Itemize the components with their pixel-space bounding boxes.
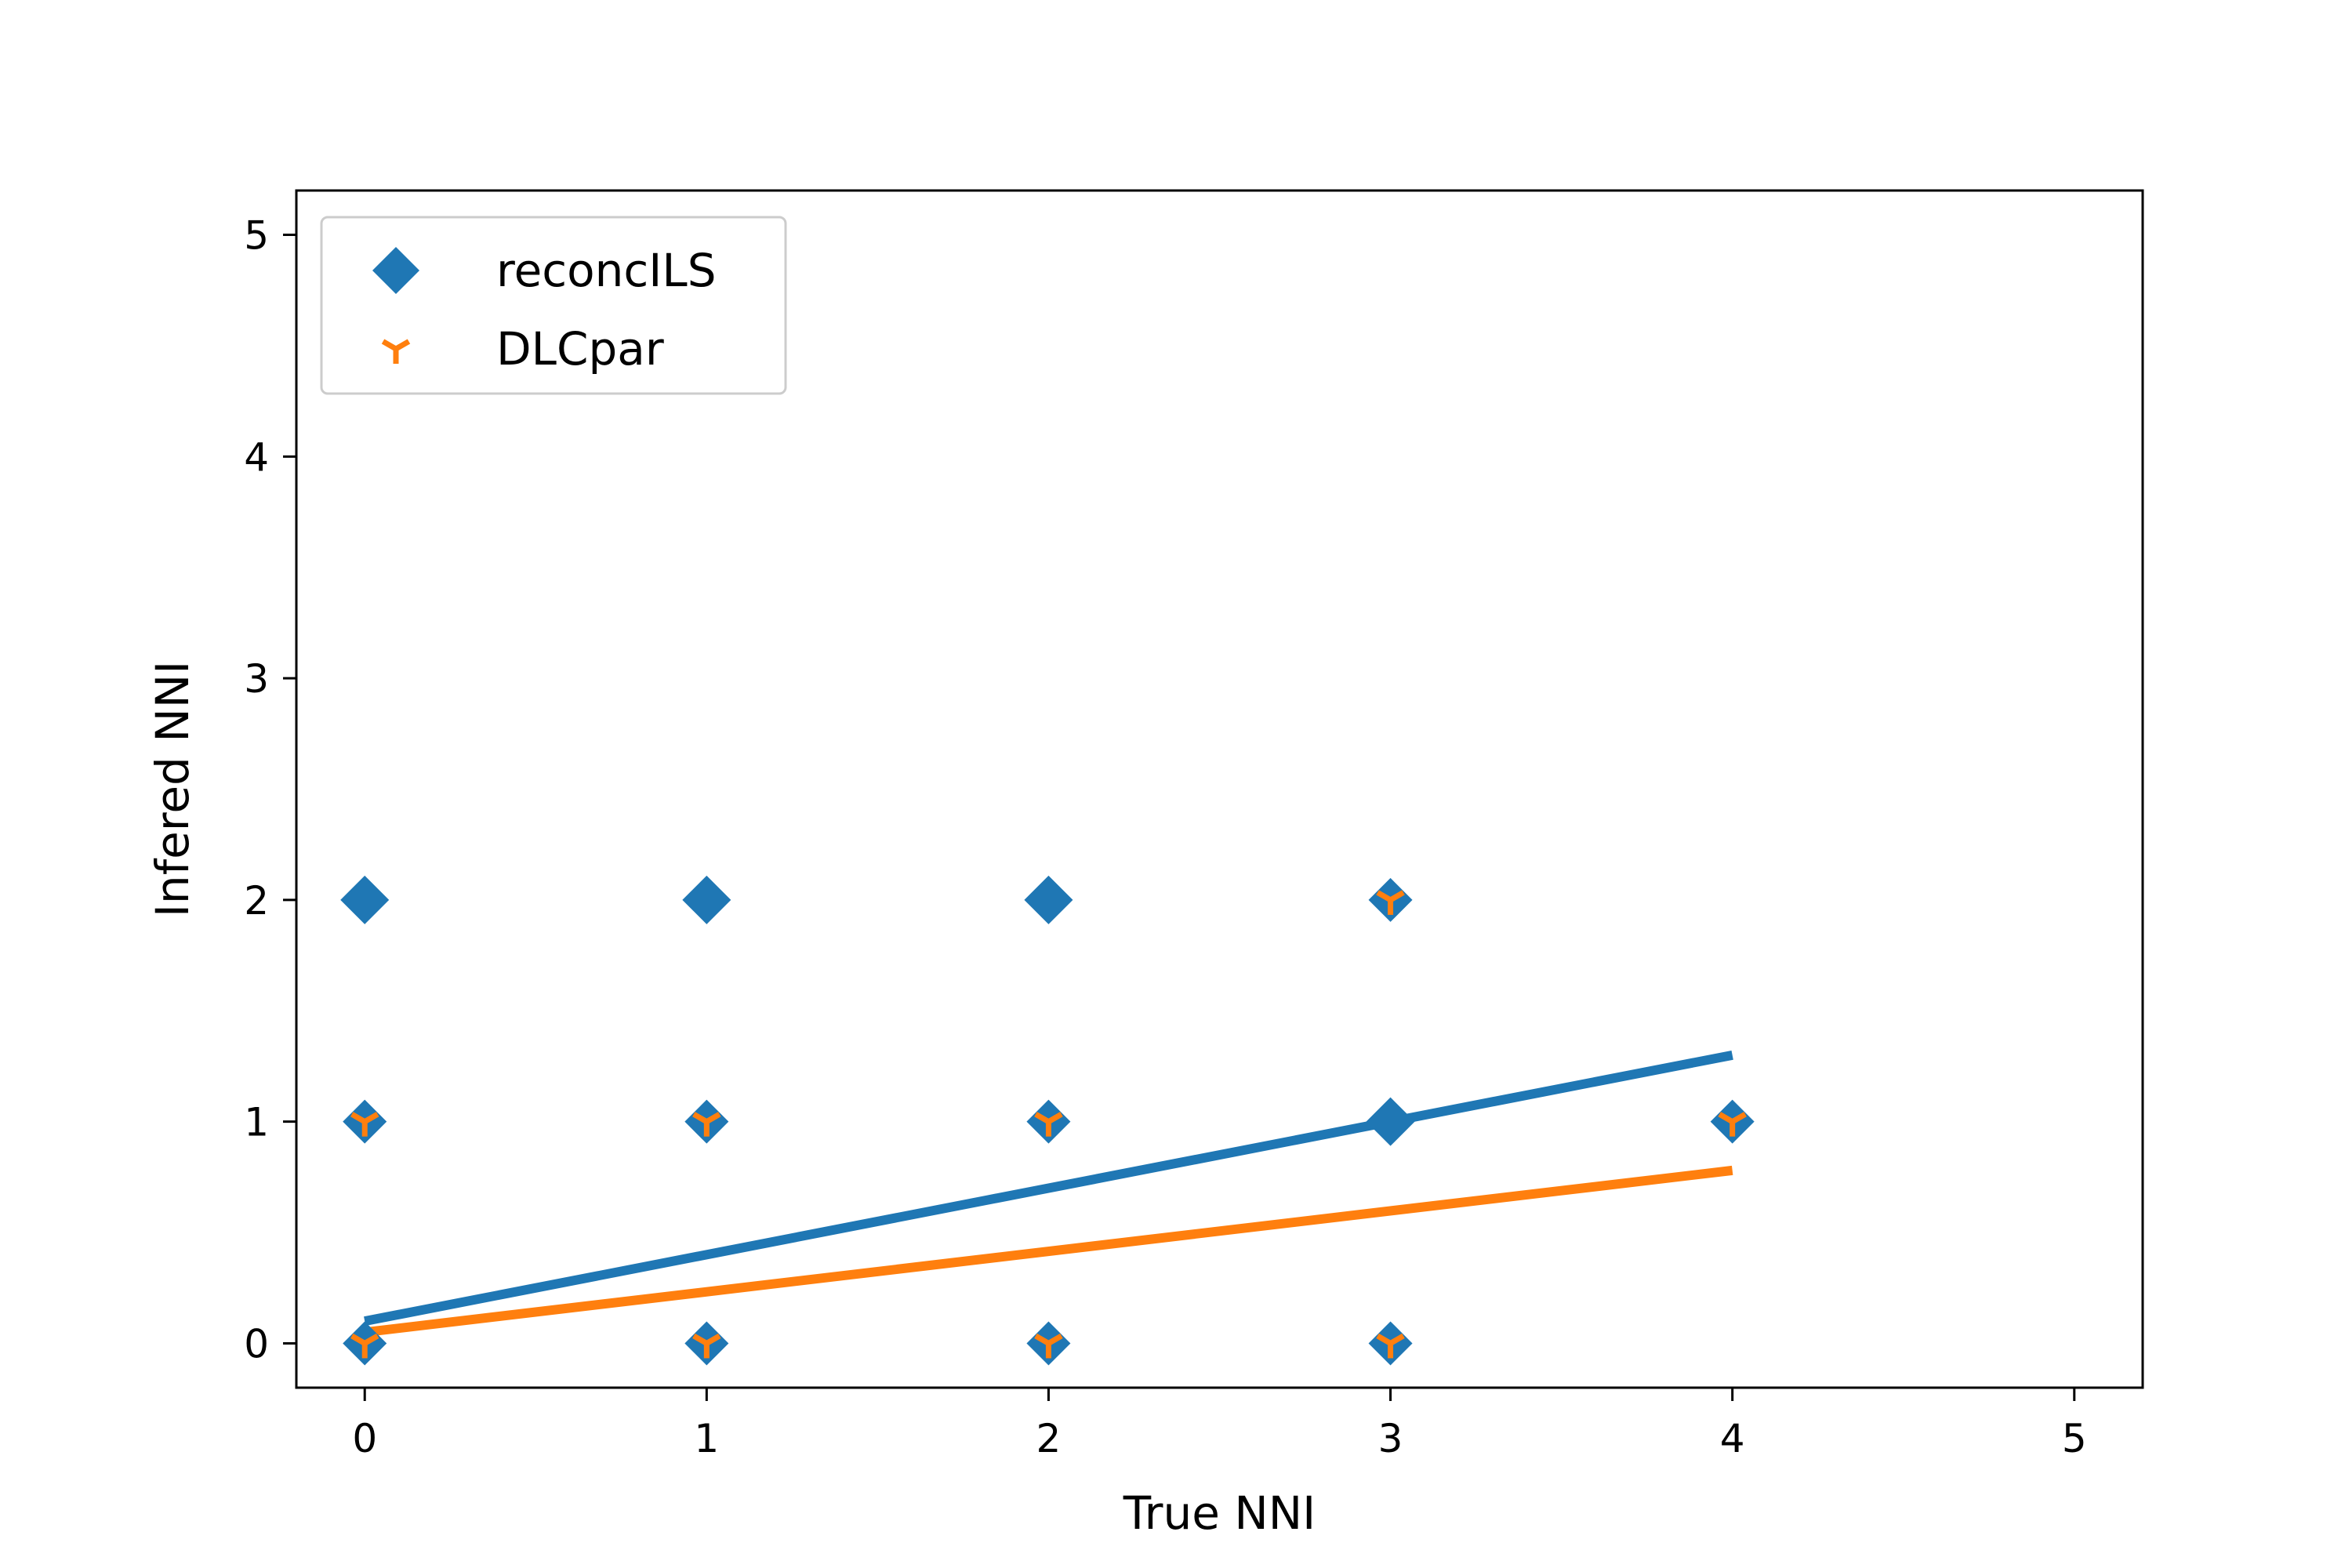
y-axis-label: Infered NNI xyxy=(146,661,199,917)
dlcpar-point xyxy=(692,1112,721,1137)
tri-arm xyxy=(705,1112,721,1124)
legend-marker-dlcpar xyxy=(381,339,411,364)
legend: reconcILS DLCpar xyxy=(320,216,787,395)
tri-arm xyxy=(381,339,397,352)
dlcpar-point xyxy=(350,1333,379,1359)
tri-arm xyxy=(1034,1333,1051,1346)
axes-frame xyxy=(295,189,2144,1389)
dlcpar-fit-line xyxy=(364,1165,1733,1338)
y-tick-label: 1 xyxy=(244,1100,269,1145)
y-tick-label: 4 xyxy=(244,434,269,480)
tri-arm xyxy=(1047,1333,1063,1346)
reconcils-point xyxy=(1024,875,1073,924)
tri-arm xyxy=(1388,1333,1405,1346)
tri-arm xyxy=(363,1333,379,1346)
y-axis: 0 1 2 3 4 5 xyxy=(244,213,296,1367)
legend-marker-reconcils xyxy=(372,247,419,294)
tri-arm xyxy=(1034,1112,1051,1124)
tri-arm xyxy=(1388,890,1405,902)
tri-arm xyxy=(1718,1112,1734,1124)
y-tick-label: 3 xyxy=(244,656,269,702)
tri-arm xyxy=(350,1112,366,1124)
dlcpar-point xyxy=(1034,1333,1063,1359)
dlcpar-point xyxy=(1718,1112,1747,1137)
legend-tri xyxy=(381,339,411,364)
legend-box xyxy=(320,216,787,395)
tri-arm xyxy=(705,1333,721,1346)
y-tick-label: 0 xyxy=(244,1321,269,1367)
x-tick-label: 5 xyxy=(2062,1416,2087,1461)
x-tick-label: 2 xyxy=(1036,1416,1062,1461)
tri-arm xyxy=(394,339,411,352)
x-tick-label: 0 xyxy=(352,1416,377,1461)
x-axis-label: True NNI xyxy=(1123,1486,1316,1540)
dlcpar-point xyxy=(1376,1333,1405,1359)
tri-arm xyxy=(350,1333,366,1346)
reconcils-point xyxy=(340,875,390,924)
y-tick-label: 5 xyxy=(244,213,269,259)
reconcils-point xyxy=(1366,1097,1415,1146)
dlcpar-point xyxy=(350,1112,379,1137)
legend-diamond xyxy=(372,247,419,294)
tri-arm xyxy=(692,1112,709,1124)
tri-arm xyxy=(363,1112,379,1124)
plot-marks xyxy=(340,875,1755,1366)
dlcpar-point xyxy=(692,1333,721,1359)
legend-label-dlcpar: DLCpar xyxy=(496,322,664,376)
x-tick-label: 4 xyxy=(1720,1416,1745,1461)
tri-arm xyxy=(692,1333,709,1346)
legend-label-reconcils: reconcILS xyxy=(496,244,717,297)
tri-arm xyxy=(1376,1333,1392,1346)
reconcils-fit-line xyxy=(364,1050,1733,1327)
reconcils-point xyxy=(682,875,731,924)
dlcpar-point xyxy=(1034,1112,1063,1137)
y-tick-label: 2 xyxy=(244,878,269,924)
x-tick-label: 1 xyxy=(694,1416,719,1461)
tri-arm xyxy=(1376,890,1392,902)
tri-arm xyxy=(1730,1112,1747,1124)
x-axis: 0 1 2 3 4 5 xyxy=(352,1388,2087,1461)
x-tick-label: 3 xyxy=(1378,1416,1403,1461)
dlcpar-point xyxy=(1376,890,1405,915)
tri-arm xyxy=(1047,1112,1063,1124)
